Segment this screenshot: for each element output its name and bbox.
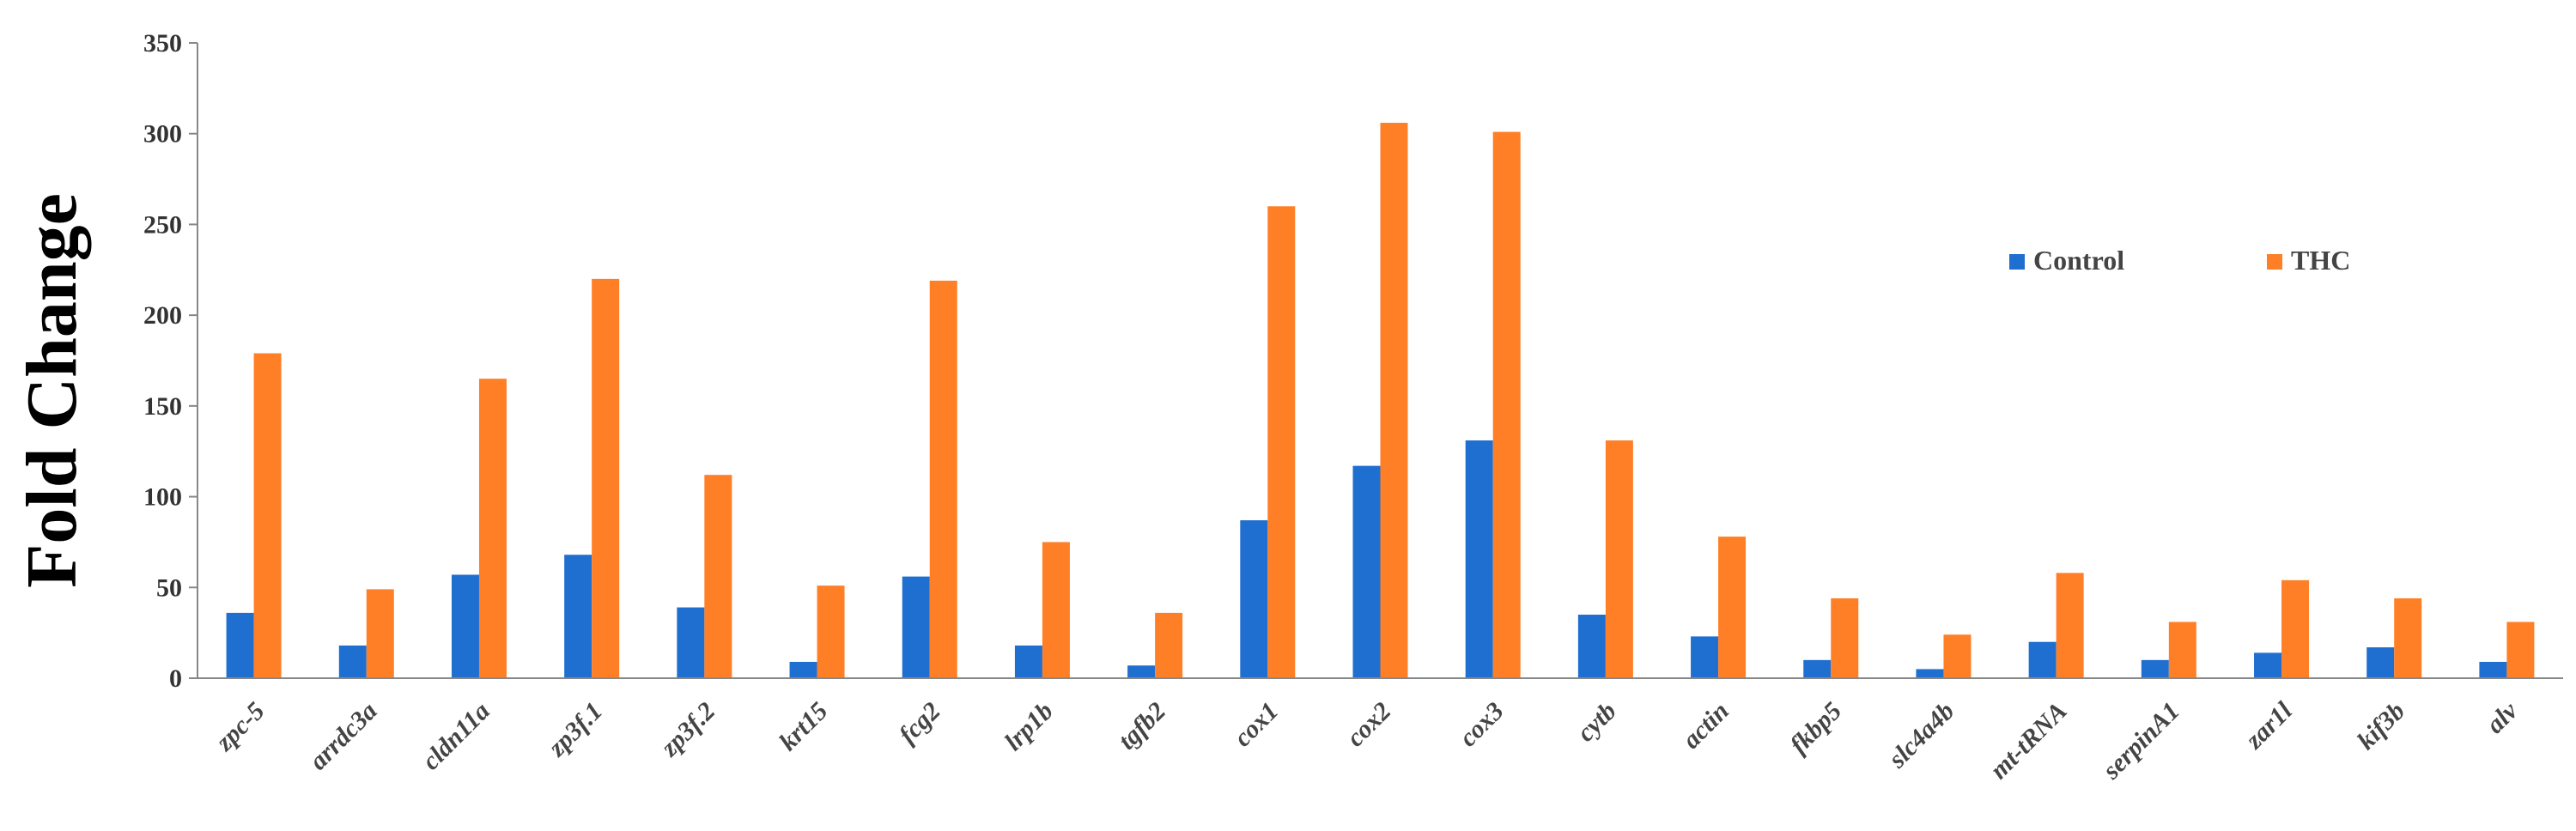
bar-thc-actin <box>1718 537 1747 678</box>
legend-label-control: Control <box>2033 245 2124 276</box>
bar-control-fcg2 <box>902 576 930 678</box>
legend-swatch-control <box>2009 254 2025 270</box>
bar-control-tgfb2 <box>1127 665 1156 678</box>
bar-thc-zp3f.2 <box>704 475 732 678</box>
bar-thc-zpc-5 <box>253 353 282 678</box>
x-tick-label-18: zar1l <box>2239 696 2298 755</box>
bar-thc-fcg2 <box>929 280 957 678</box>
x-tick-label-8: tgfb2 <box>1113 697 1171 755</box>
bar-thc-cldn11a <box>478 379 507 678</box>
bar-control-slc4a4b <box>1916 669 1944 678</box>
y-tick-label-2: 100 <box>143 483 182 512</box>
bar-control-arrdc3a <box>338 645 367 678</box>
legend-swatch-thc <box>2267 254 2282 270</box>
axes <box>197 43 2563 679</box>
x-tick-label-10: cox2 <box>1341 697 1397 753</box>
x-axis-ticks: zpc-5 arrdc3a cldn11a zp3f.1 zp3f.2 krt15 fcg2… <box>210 696 2524 786</box>
bar-control-cox3 <box>1465 440 1493 678</box>
bar-control-cytb <box>1577 615 1606 678</box>
x-tick-label-11: cox3 <box>1454 697 1510 753</box>
bar-control-cox2 <box>1352 465 1381 678</box>
x-tick-label-17: serpinA1 <box>2097 697 2185 786</box>
legend: Control THC <box>2009 245 2350 276</box>
x-tick-label-5: krt15 <box>774 697 833 756</box>
x-tick-label-6: fcg2 <box>894 697 946 749</box>
bar-thc-fkbp5 <box>1831 597 1859 678</box>
y-tick-label-0: 0 <box>169 664 182 693</box>
bar-thc-slc4a4b <box>1943 634 1971 678</box>
bar-thc-lrp1b <box>1042 542 1070 678</box>
bar-thc-mt-tRNA <box>2056 573 2084 678</box>
bar-thc-kif3b <box>2394 597 2422 678</box>
bar-control-kif3b <box>2366 647 2395 678</box>
bar-thc-serpinA1 <box>2168 622 2196 678</box>
bar-thc-cox2 <box>1380 123 1408 678</box>
y-tick-label-6: 300 <box>143 120 182 149</box>
x-tick-label-9: cox1 <box>1229 697 1285 753</box>
bar-control-krt15 <box>789 661 817 678</box>
y-axis-ticks: 0 50 100 150 200 250 300 350 <box>143 29 197 693</box>
bar-control-alv <box>2479 661 2507 678</box>
bar-control-zp3f.1 <box>564 555 592 678</box>
x-tick-label-2: cldn11a <box>416 697 495 776</box>
x-tick-label-4: zp3f.2 <box>655 697 720 762</box>
y-tick-label-4: 200 <box>143 301 182 330</box>
bar-control-cox1 <box>1240 520 1268 678</box>
x-tick-label-7: lrp1b <box>999 697 1059 756</box>
y-tick-label-5: 250 <box>143 210 182 239</box>
y-axis-label: Fold Change <box>12 193 92 588</box>
x-tick-label-16: mt-tRNA <box>1984 697 2072 785</box>
x-tick-label-19: kif3b <box>2352 697 2410 755</box>
x-tick-label-1: arrdc3a <box>304 697 383 776</box>
legend-label-thc: THC <box>2291 245 2350 276</box>
x-tick-label-14: fkbp5 <box>1784 697 1847 760</box>
x-tick-label-13: actin <box>1677 697 1735 755</box>
bar-thc-cox1 <box>1267 206 1296 679</box>
bar-control-lrp1b <box>1014 645 1042 678</box>
bar-control-mt-tRNA <box>2028 641 2057 678</box>
bar-control-serpinA1 <box>2141 659 2169 678</box>
bar-thc-tgfb2 <box>1155 612 1183 678</box>
bar-control-fkbp5 <box>1803 659 1832 678</box>
y-tick-label-7: 350 <box>143 29 182 58</box>
x-tick-label-3: zp3f.1 <box>543 697 608 762</box>
bar-thc-cox3 <box>1492 131 1521 679</box>
bar-control-cldn11a <box>451 574 479 678</box>
bar-thc-zar1l <box>2281 579 2310 678</box>
bar-thc-zp3f.1 <box>592 278 620 678</box>
bar-thc-krt15 <box>817 585 845 678</box>
bars <box>226 123 2535 679</box>
x-tick-label-0: zpc-5 <box>210 697 270 757</box>
x-tick-label-15: slc4a4b <box>1882 697 1959 774</box>
x-tick-label-20: alv <box>2481 696 2524 739</box>
bar-thc-cytb <box>1605 440 1633 678</box>
bar-control-zpc-5 <box>226 612 254 678</box>
bar-control-zp3f.2 <box>677 607 705 678</box>
x-tick-label-12: cytb <box>1571 697 1622 748</box>
y-tick-label-3: 150 <box>143 392 182 421</box>
bar-control-actin <box>1691 636 1719 678</box>
bar-thc-arrdc3a <box>366 589 394 678</box>
y-axis-label-group: Fold Change <box>12 193 92 588</box>
y-tick-label-1: 50 <box>156 573 182 602</box>
bar-thc-alv <box>2506 622 2535 678</box>
bar-control-zar1l <box>2254 652 2282 678</box>
